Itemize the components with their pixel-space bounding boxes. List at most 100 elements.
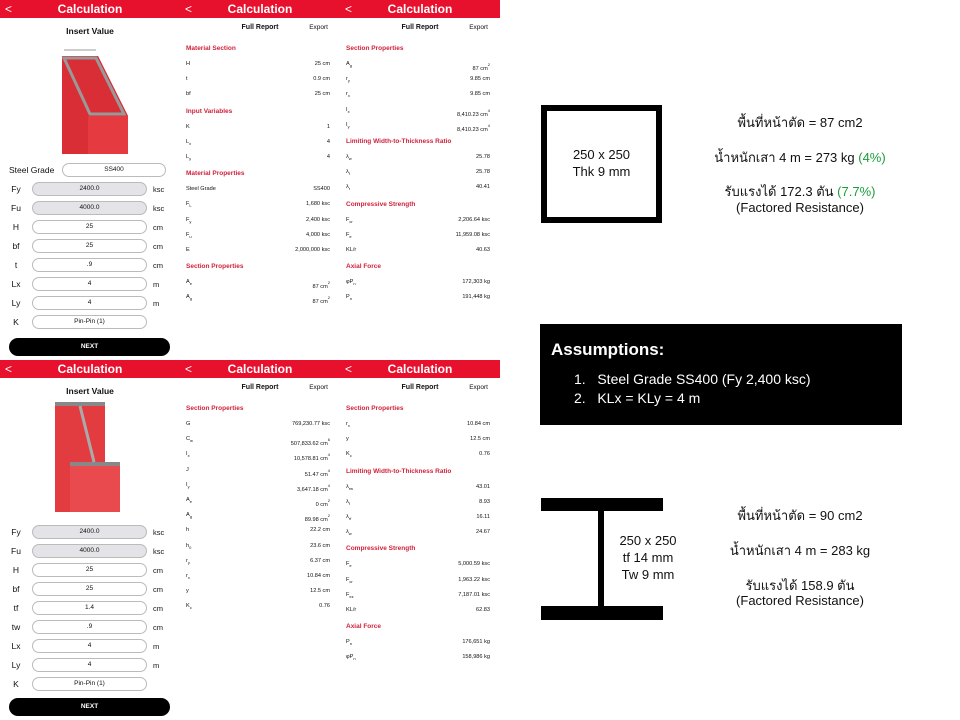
section-heading: Compressive Strength <box>346 545 416 553</box>
row-subscript: e <box>349 563 352 569</box>
export-button[interactable]: Export <box>469 24 488 31</box>
row-value: 0.9 cm <box>313 72 330 87</box>
report-row: λrw 43.01 <box>340 480 500 495</box>
k-input[interactable]: Pin-Pin (1) <box>32 315 147 329</box>
row-value-text: 12.5 cm <box>310 588 330 595</box>
section-heading: Section Properties <box>186 405 244 412</box>
field-row-fy: Fy 2400.0 ksc <box>0 525 180 541</box>
fu-input[interactable]: 4000.0 <box>32 544 147 558</box>
field-label: H <box>12 565 20 575</box>
report-row: J 51.47 cm4 <box>180 463 340 478</box>
row-symbol: λ <box>346 184 349 191</box>
lx-input[interactable]: 4 <box>32 277 147 291</box>
box-weight-pct: (4%) <box>858 150 886 165</box>
row-value-text: 12.5 cm <box>470 436 490 443</box>
row-label: Iy <box>186 481 190 489</box>
row-value-text: 11,959.08 ksc <box>455 231 490 238</box>
row-symbol: I <box>186 481 188 488</box>
back-button[interactable]: < <box>5 362 13 376</box>
row-symbol: F <box>186 216 190 223</box>
row-label: E <box>186 247 190 253</box>
row-subscript: w <box>348 156 352 162</box>
row-value-text: 40.41 <box>476 184 490 191</box>
row-label: y <box>346 436 349 442</box>
steel-grade-select[interactable]: SS400 <box>62 163 166 177</box>
next-button[interactable]: NEXT <box>9 698 170 716</box>
fy-input[interactable]: 2400.0 <box>32 525 147 539</box>
row-value-text: 22.2 cm <box>310 527 330 534</box>
row-symbol: A <box>186 512 190 519</box>
back-button[interactable]: < <box>345 2 353 16</box>
back-button[interactable]: < <box>185 362 193 376</box>
unit-label: cm <box>153 223 163 232</box>
row-label: FL <box>186 201 192 208</box>
fu-input[interactable]: 4000.0 <box>32 201 147 215</box>
row-subscript: y <box>189 218 192 224</box>
fy-input[interactable]: 2400.0 <box>32 182 147 196</box>
row-value: 507,833.62 cm6 <box>291 432 330 452</box>
field-label: Ly <box>11 660 21 670</box>
row-symbol: P <box>346 294 350 301</box>
report-row: KL/r 62.83 <box>340 603 500 618</box>
row-label: λrw <box>346 484 353 491</box>
row-symbol: y <box>186 588 189 595</box>
h-note: (Factored Resistance) <box>736 593 864 608</box>
export-button[interactable]: Export <box>309 24 328 31</box>
row-value-text: 191,448 kg <box>462 294 490 301</box>
tf-input[interactable]: 1.4 <box>32 601 147 615</box>
k-input[interactable]: Pin-Pin (1) <box>32 677 147 691</box>
next-button[interactable]: NEXT <box>9 338 170 356</box>
row-superscript: 4 <box>327 482 330 488</box>
row-symbol: K <box>186 123 190 130</box>
row-label: Fy <box>186 216 192 224</box>
t-input[interactable]: .9 <box>32 258 147 272</box>
h-input[interactable]: 25 <box>32 563 147 577</box>
row-label: Ag <box>346 61 352 68</box>
ly-input[interactable]: 4 <box>32 658 147 672</box>
lx-input[interactable]: 4 <box>32 639 147 653</box>
row-value-text: SS400 <box>313 186 330 193</box>
back-button[interactable]: < <box>345 362 353 376</box>
bf-input[interactable]: 25 <box>32 239 147 253</box>
field-label: tf <box>13 603 19 613</box>
row-value-text: 10,578.81 cm <box>293 456 328 463</box>
row-value-text: 87 cm <box>472 66 488 72</box>
field-row-k: K Pin-Pin (1) <box>0 677 180 693</box>
unit-label: ksc <box>153 547 165 556</box>
row-subscript: w <box>190 438 193 444</box>
report-row: G 769,230.77 ksc <box>180 417 340 432</box>
h-input[interactable]: 25 <box>32 220 147 234</box>
header-title: Calculation <box>227 2 293 16</box>
export-button[interactable]: Export <box>309 384 328 391</box>
header: < Calculation <box>0 360 180 378</box>
export-button[interactable]: Export <box>469 384 488 391</box>
row-value-text: 25.78 <box>476 153 490 160</box>
report-toolbar: Full Report Export <box>340 378 500 400</box>
row-label: J <box>186 467 189 473</box>
row-value: 10.84 cm <box>467 417 490 432</box>
section-heading: Axial Force <box>346 623 382 631</box>
tw-input[interactable]: .9 <box>32 620 147 634</box>
row-subscript: y <box>187 559 190 565</box>
field-row-h: H 25 cm <box>0 563 180 579</box>
steel-grade-label: Steel Grade <box>9 165 55 175</box>
row-label: φPn <box>346 279 356 286</box>
row-value-text: 6.37 cm <box>310 557 330 564</box>
row-symbol: F <box>346 216 350 223</box>
back-button[interactable]: < <box>185 2 193 16</box>
unit-label: cm <box>153 566 163 575</box>
box-capacity-pct: (7.7%) <box>837 184 876 199</box>
row-symbol: F <box>186 201 190 208</box>
row-value: 23.6 cm <box>310 539 330 554</box>
report-row: Cw 507,833.62 cm6 <box>180 432 340 447</box>
bf-input[interactable]: 25 <box>32 582 147 596</box>
row-label: Lx <box>186 139 191 146</box>
row-value: 62.83 <box>476 603 490 618</box>
ly-input[interactable]: 4 <box>32 296 147 310</box>
report-row: rx 9.85 cm <box>340 87 500 102</box>
row-subscript: 0 <box>189 544 192 550</box>
row-value-text: 40.63 <box>476 246 490 253</box>
report-toolbar: Full Report Export <box>180 378 340 400</box>
back-button[interactable]: < <box>5 2 13 16</box>
row-value: 158,986 kg <box>462 650 490 665</box>
